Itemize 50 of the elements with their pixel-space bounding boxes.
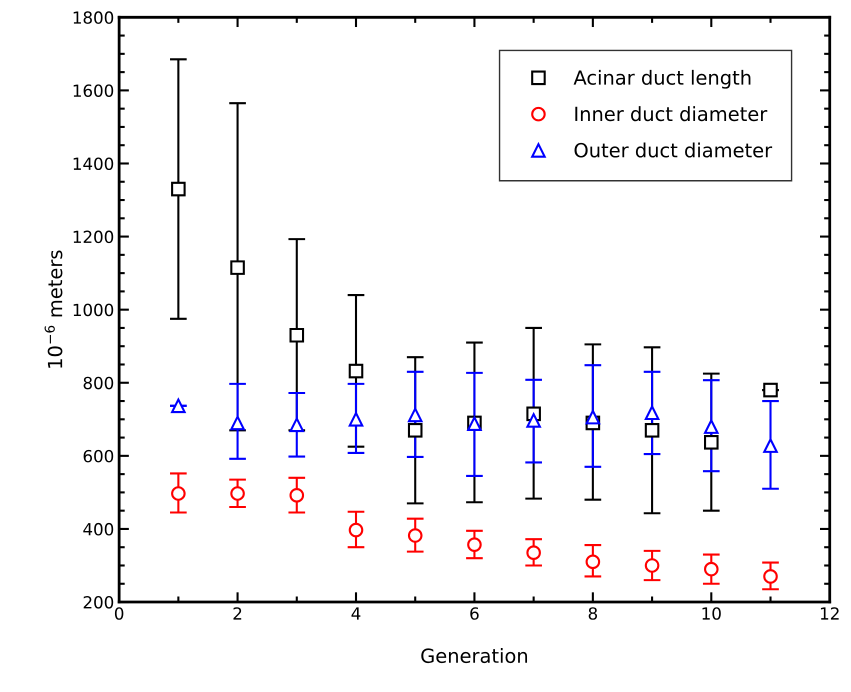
point bbox=[704, 562, 719, 576]
y-tick-label: 800 bbox=[84, 376, 114, 390]
point bbox=[230, 260, 245, 275]
x-tick-label: 2 bbox=[233, 607, 242, 620]
y-tick-label: 200 bbox=[84, 596, 114, 609]
y-tick-label: 1400 bbox=[74, 157, 114, 170]
point bbox=[644, 422, 660, 438]
point bbox=[230, 416, 245, 430]
point bbox=[586, 410, 600, 424]
point bbox=[171, 486, 186, 501]
point bbox=[289, 488, 304, 503]
y-axis-title: 10$^{−6}$ meters bbox=[44, 250, 62, 368]
y-tick-label: 1200 bbox=[74, 230, 114, 244]
point bbox=[408, 528, 423, 543]
point bbox=[763, 438, 778, 453]
y-tick-label: 600 bbox=[84, 450, 114, 462]
point bbox=[704, 419, 719, 434]
x-tick-label: 10 bbox=[702, 607, 721, 620]
point bbox=[348, 412, 364, 427]
point bbox=[348, 522, 364, 538]
point bbox=[763, 569, 778, 584]
legend-label: Acinar duct length bbox=[574, 70, 750, 89]
y-tick-label: 1600 bbox=[74, 84, 114, 97]
point bbox=[704, 435, 719, 450]
point bbox=[348, 364, 364, 378]
point bbox=[171, 398, 186, 414]
y-tick-label: 1000 bbox=[74, 304, 114, 316]
point bbox=[230, 486, 245, 501]
point bbox=[408, 408, 423, 422]
point bbox=[408, 422, 423, 438]
point bbox=[644, 405, 660, 420]
point bbox=[171, 182, 186, 196]
point bbox=[289, 328, 304, 343]
point bbox=[763, 382, 778, 398]
legend-label: Inner duct diameter bbox=[575, 106, 768, 122]
point bbox=[467, 537, 482, 552]
point bbox=[526, 413, 541, 428]
y-tick-label: 400 bbox=[83, 522, 114, 536]
x-axis-title: Generation bbox=[421, 648, 528, 664]
x-tick-label: 12 bbox=[820, 607, 839, 620]
legend-label: Outer duct diameter bbox=[574, 142, 772, 158]
point bbox=[586, 554, 600, 570]
x-tick-label: 0 bbox=[114, 607, 124, 620]
x-tick-label: 8 bbox=[588, 607, 598, 620]
point bbox=[644, 558, 660, 573]
y-tick-label: 1800 bbox=[74, 11, 114, 24]
x-tick-label: 4 bbox=[352, 607, 360, 620]
point bbox=[526, 545, 541, 560]
point bbox=[289, 417, 304, 432]
x-tick-label: 6 bbox=[470, 607, 479, 620]
